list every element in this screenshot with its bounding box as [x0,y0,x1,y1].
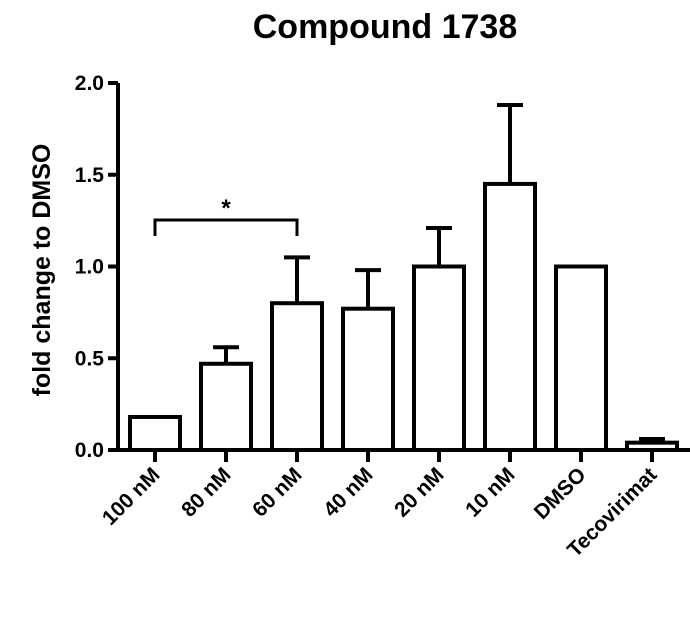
significance-bracket: * [153,195,299,236]
bar [625,440,679,453]
bar [483,181,537,453]
bar [341,306,395,452]
y-tick-label: 0.5 [75,347,105,370]
bar [199,361,253,453]
error-bars [213,103,665,443]
y-tick-label: 0.0 [75,439,104,462]
bar [412,264,466,452]
y-tick-label: 1.0 [75,256,104,279]
significance-line [153,218,299,236]
x-tick-label: DMSO [530,463,591,524]
bar [554,264,608,452]
y-axis-label: fold change to DMSO [28,144,56,397]
x-tick-label: 80 nM [177,463,235,521]
bar [270,301,324,453]
bars [128,181,679,453]
y-tick-label: 1.5 [75,164,105,187]
x-axis: 100 nM 80 nM 60 nM 40 nM 20 nM 10 nM DMSOTecov… [98,448,690,562]
y-axis: 0.0 0.5 1.0 1.5 2.0 [75,72,120,462]
chart-title: Compound 1738 [253,8,517,46]
x-tick-label: 20 nM [390,463,448,521]
x-tick-label: 60 nM [248,463,306,521]
x-tick-label: 40 nM [319,463,377,521]
x-tick-label: 10 nM [461,463,519,521]
significance-label: * [221,195,231,222]
x-tick-label: 100 nM [98,463,165,530]
bar [128,414,182,452]
y-tick-label: 2.0 [75,72,104,95]
